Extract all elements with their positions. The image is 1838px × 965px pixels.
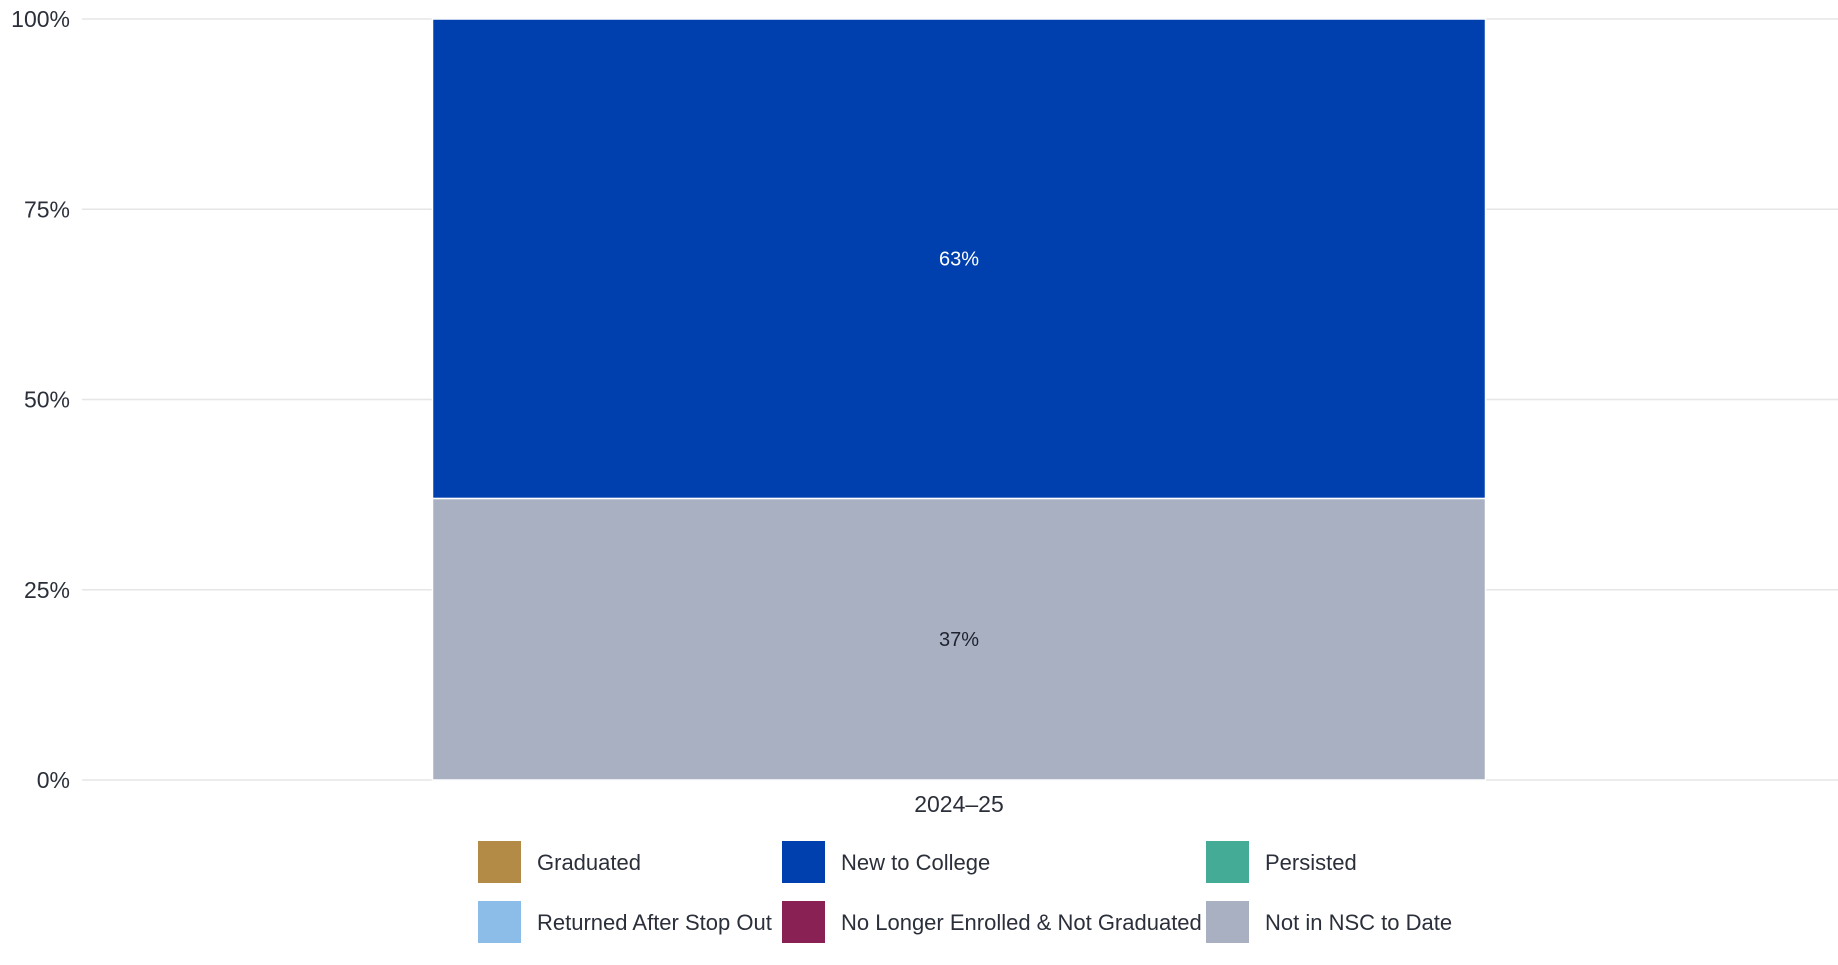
bar-segment-not-in-nsc-to-date (431, 497, 1487, 781)
legend-swatch-returned-after-stop-out (478, 901, 521, 943)
x-tick-label-0: 2024–25 (914, 791, 1004, 817)
legend-label-persisted: Persisted (1265, 850, 1357, 875)
legend-swatch-not-in-nsc-to-date (1206, 901, 1249, 943)
legend-swatch-graduated (478, 841, 521, 883)
y-tick-label-1: 25% (24, 577, 70, 603)
legend-label-not-in-nsc-to-date: Not in NSC to Date (1265, 910, 1452, 935)
legend-label-returned-after-stop-out: Returned After Stop Out (537, 910, 772, 935)
legend-swatch-persisted (1206, 841, 1249, 883)
legend-label-graduated: Graduated (537, 850, 641, 875)
legend-label-no-longer-enrolled-not-graduated: No Longer Enrolled & Not Graduated (841, 910, 1202, 935)
data-label-new-to-college: 63% (939, 249, 979, 271)
y-tick-label-2: 50% (24, 387, 70, 413)
legend-label-new-to-college: New to College (841, 850, 990, 875)
y-tick-label-3: 75% (24, 196, 70, 222)
legend-swatch-new-to-college (782, 841, 825, 883)
bar-segment-new-to-college (431, 18, 1487, 500)
y-tick-label-4: 100% (11, 6, 70, 32)
y-tick-label-0: 0% (37, 767, 70, 793)
legend-swatch-no-longer-enrolled-not-graduated (782, 901, 825, 943)
data-label-not-in-nsc-to-date: 37% (939, 629, 979, 651)
